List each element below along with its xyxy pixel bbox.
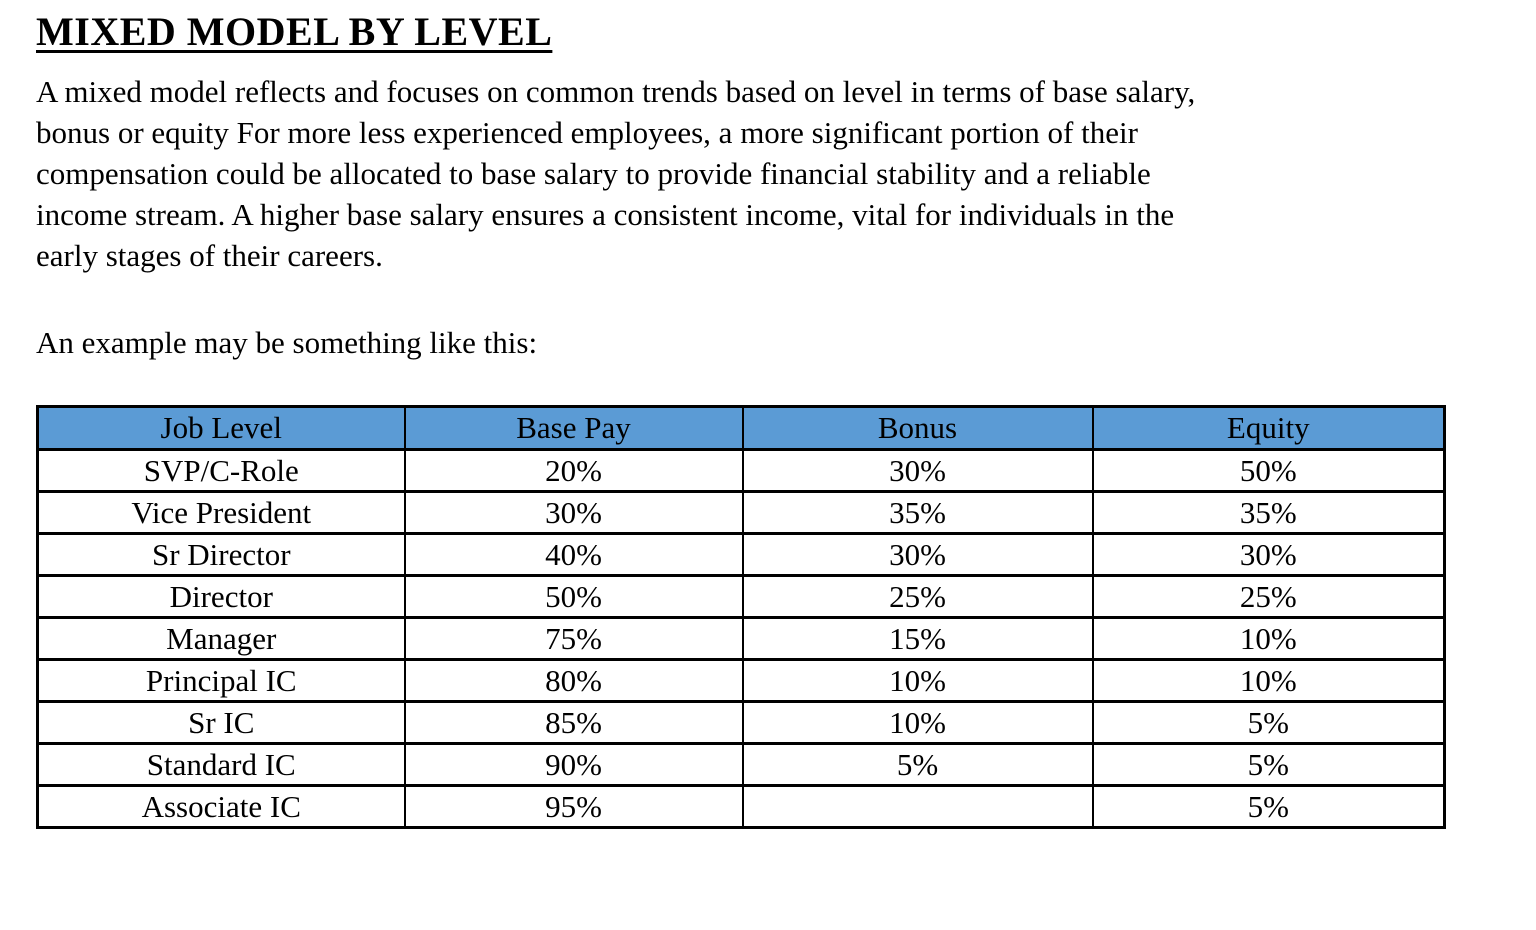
paragraph-line: compensation could be allocated to base … [36,156,1151,191]
equity-cell: 5% [1091,784,1446,829]
bonus-cell: 10% [741,700,1094,745]
table-row: Principal IC 80% 10% 10% [36,658,1446,703]
job-level-cell: Sr Director [36,532,406,577]
job-level-cell: Manager [36,616,406,661]
bonus-cell [741,784,1094,829]
base-pay-cell: 20% [403,448,744,493]
table-row: Director 50% 25% 25% [36,574,1446,619]
bonus-cell: 35% [741,490,1094,535]
bonus-cell: 5% [741,742,1094,787]
job-level-cell: SVP/C-Role [36,448,406,493]
table-row: Standard IC 90% 5% 5% [36,742,1446,787]
equity-cell: 10% [1091,658,1446,703]
intro-paragraph: A mixed model reflects and focuses on co… [36,71,1536,276]
bonus-cell: 30% [741,532,1094,577]
base-pay-cell: 40% [403,532,744,577]
base-pay-cell: 90% [403,742,744,787]
table-row: Associate IC 95% 5% [36,784,1446,829]
job-level-cell: Vice President [36,490,406,535]
column-header: Base Pay [403,405,744,451]
table-row: Vice President 30% 35% 35% [36,490,1446,535]
equity-cell: 5% [1091,700,1446,745]
table-row: Sr IC 85% 10% 5% [36,700,1446,745]
table-row: Manager 75% 15% 10% [36,616,1446,661]
table-row: SVP/C-Role 20% 30% 50% [36,448,1446,493]
base-pay-cell: 85% [403,700,744,745]
base-pay-cell: 75% [403,616,744,661]
equity-cell: 35% [1091,490,1446,535]
job-level-cell: Standard IC [36,742,406,787]
job-level-cell: Principal IC [36,658,406,703]
paragraph-line: early stages of their careers. [36,238,383,273]
column-header: Equity [1091,405,1446,451]
job-level-cell: Sr IC [36,700,406,745]
paragraph-line: A mixed model reflects and focuses on co… [36,74,1196,109]
base-pay-cell: 50% [403,574,744,619]
bonus-cell: 25% [741,574,1094,619]
document-page: MIXED MODEL BY LEVEL A mixed model refle… [36,9,1536,829]
column-header: Bonus [741,405,1094,451]
bonus-cell: 15% [741,616,1094,661]
base-pay-cell: 95% [403,784,744,829]
equity-cell: 5% [1091,742,1446,787]
table-row: Sr Director 40% 30% 30% [36,532,1446,577]
job-level-cell: Associate IC [36,784,406,829]
paragraph-line: bonus or equity For more less experience… [36,115,1138,150]
example-intro-text: An example may be something like this: [36,325,538,360]
bonus-cell: 10% [741,658,1094,703]
compensation-table: Job Level Base Pay Bonus Equity SVP/C-Ro… [36,405,1446,829]
column-header: Job Level [36,405,406,451]
base-pay-cell: 30% [403,490,744,535]
job-level-cell: Director [36,574,406,619]
equity-cell: 50% [1091,448,1446,493]
equity-cell: 30% [1091,532,1446,577]
bonus-cell: 30% [741,448,1094,493]
table-header-row: Job Level Base Pay Bonus Equity [36,405,1446,451]
equity-cell: 10% [1091,616,1446,661]
base-pay-cell: 80% [403,658,744,703]
equity-cell: 25% [1091,574,1446,619]
page-title: MIXED MODEL BY LEVEL [36,9,553,54]
paragraph-line: income stream. A higher base salary ensu… [36,197,1175,232]
